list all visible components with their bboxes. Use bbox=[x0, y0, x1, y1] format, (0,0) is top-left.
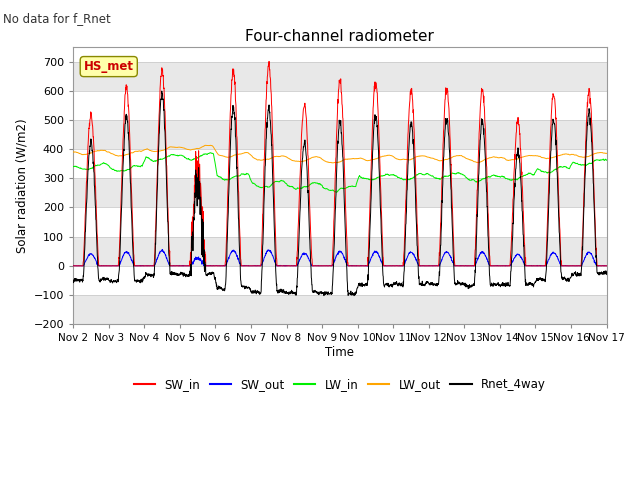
Text: HS_met: HS_met bbox=[84, 60, 134, 73]
Bar bbox=[73, 237, 607, 266]
Bar bbox=[73, 61, 607, 91]
Legend: SW_in, SW_out, LW_in, LW_out, Rnet_4way: SW_in, SW_out, LW_in, LW_out, Rnet_4way bbox=[129, 373, 550, 396]
Title: Four-channel radiometer: Four-channel radiometer bbox=[245, 29, 435, 44]
X-axis label: Time: Time bbox=[325, 346, 355, 359]
Bar bbox=[73, 295, 607, 324]
Bar bbox=[73, 178, 607, 207]
Bar bbox=[73, 120, 607, 149]
Text: No data for f_Rnet: No data for f_Rnet bbox=[3, 12, 111, 25]
Y-axis label: Solar radiation (W/m2): Solar radiation (W/m2) bbox=[15, 118, 28, 253]
